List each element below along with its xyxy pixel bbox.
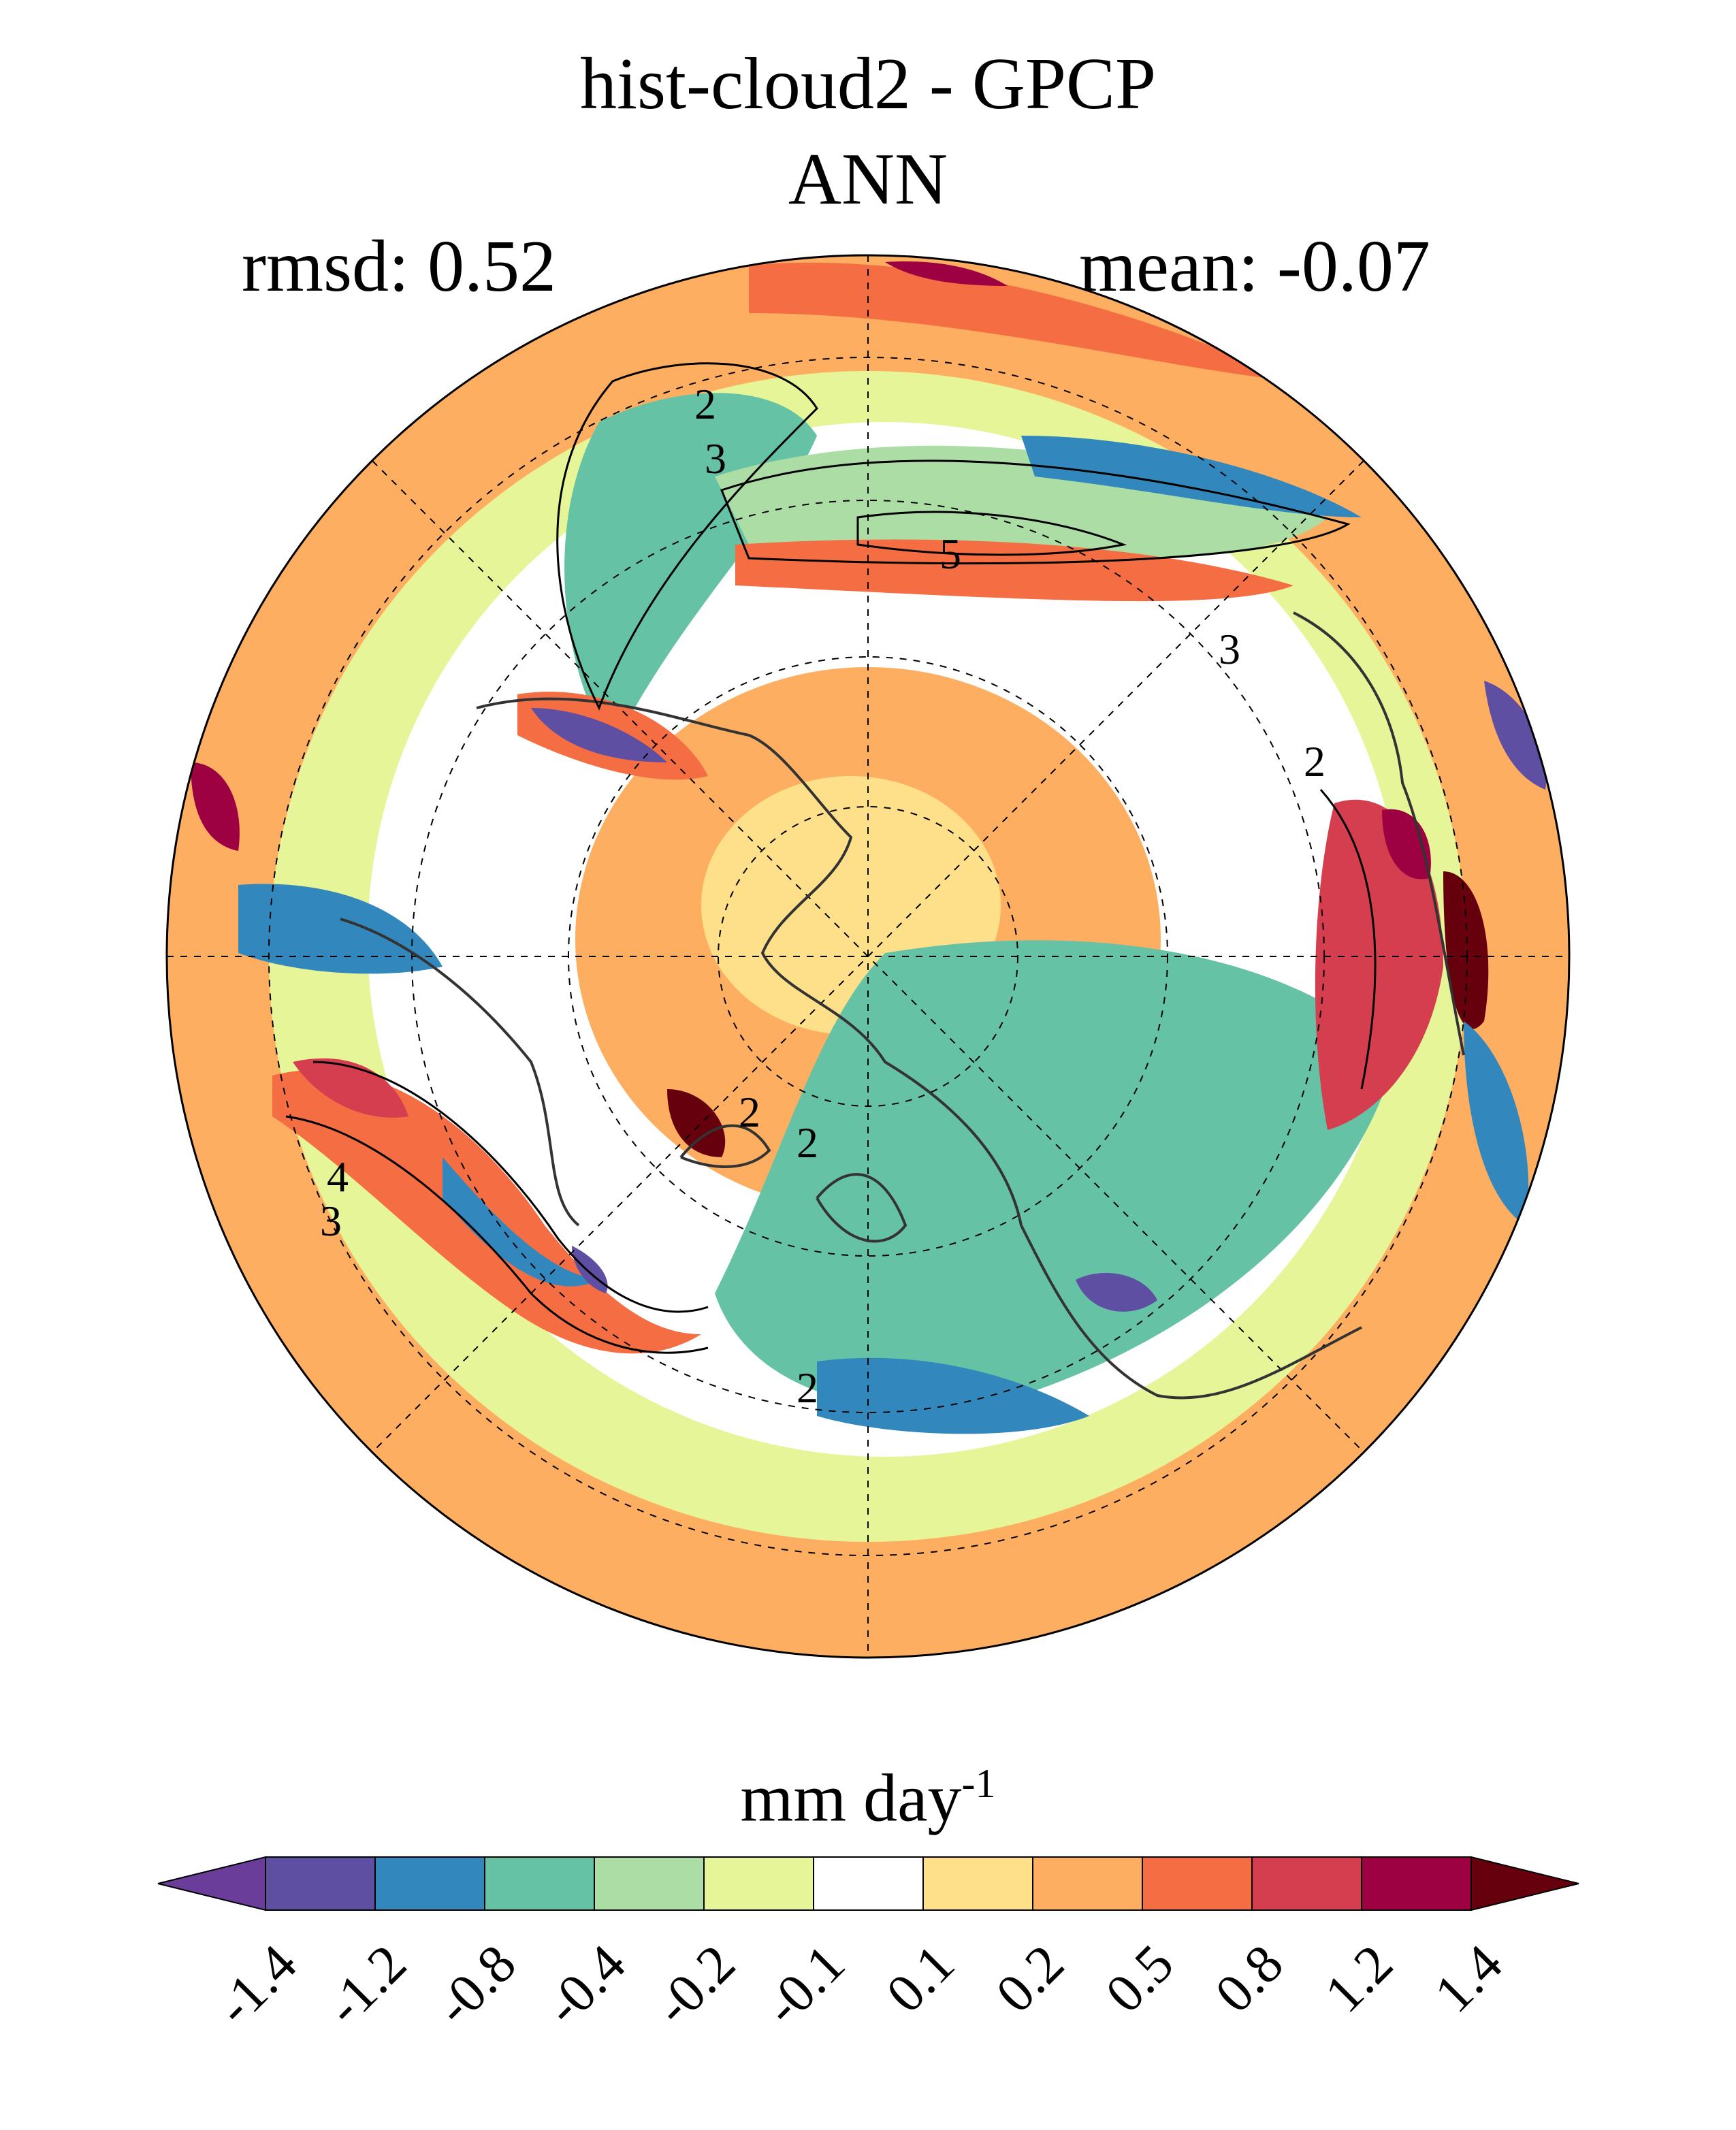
svg-text:3: 3 [705,434,726,483]
colorbar-tick-label: -0.1 [753,1934,856,2037]
contour-labels: 2 3 5 3 2 4 3 2 2 2 [320,380,1325,1412]
colorbar-tick-label: 1.2 [1314,1934,1404,2024]
colorbar-tick-label: -0.4 [534,1934,637,2037]
svg-text:4: 4 [327,1152,349,1201]
climatology-contours [285,362,1377,1354]
colorbar-tick-label: 0.8 [1204,1934,1295,2024]
svg-text:2: 2 [694,380,716,428]
coastlines [340,611,1465,1400]
svg-text:5: 5 [939,530,961,578]
colorbar-tick-label: 1.4 [1424,1934,1514,2024]
colorbar-bin [1361,1856,1472,1911]
colorbar-tick-label: 0.1 [875,1934,966,2024]
map-subtitle-season: ANN [788,139,948,220]
colorbar-bin [484,1856,595,1911]
colorbar-bin [1142,1856,1253,1911]
map-boundary [165,254,1571,1659]
colorbar-bin [703,1856,814,1911]
colorbar-bin [265,1856,376,1911]
colorbar-bin [594,1856,705,1911]
colorbar-tick-label: -0.8 [424,1934,528,2037]
map-title: hist-cloud2 - GPCP [579,44,1157,125]
colorbar-tick-label: -1.2 [315,1934,418,2037]
colorbar-bin [813,1856,924,1911]
svg-text:3: 3 [320,1197,342,1245]
colorbar-tick-label: 0.5 [1095,1934,1185,2024]
graticule [167,255,1569,1658]
svg-text:2: 2 [739,1088,760,1136]
polar-map: 2 3 5 3 2 4 3 2 2 2 [165,254,1571,1659]
colorbar-over-triangle [1470,1856,1579,1911]
colorbar: -1.4 -1.2 -0.8 -0.4 -0.2 -0.1 0.1 0.2 0.5 0.8 1.2 1… [157,1856,1579,2037]
svg-text:2: 2 [797,1118,818,1167]
colorbar-bin [922,1856,1033,1911]
colorbar-bin [374,1856,485,1911]
svg-text:3: 3 [1219,625,1240,673]
colorbar-bin [1032,1856,1143,1911]
mean-label: mean: -0.07 [1079,226,1430,307]
svg-text:2: 2 [1304,737,1325,786]
colorbar-tick-label: 0.2 [985,1934,1076,2024]
rmsd-label: rmsd: 0.52 [242,226,557,307]
units-main: mm day [740,1760,962,1836]
units-exponent: -1 [961,1761,996,1806]
colorbar-tick-label: -1.4 [205,1934,308,2037]
colorbar-bin [1251,1856,1362,1911]
colorbar-units: mm day-1 [0,1763,1736,1832]
colorbar-under-triangle [157,1856,266,1911]
svg-text:2: 2 [797,1363,818,1412]
colorbar-tick-label: -0.2 [643,1934,747,2037]
